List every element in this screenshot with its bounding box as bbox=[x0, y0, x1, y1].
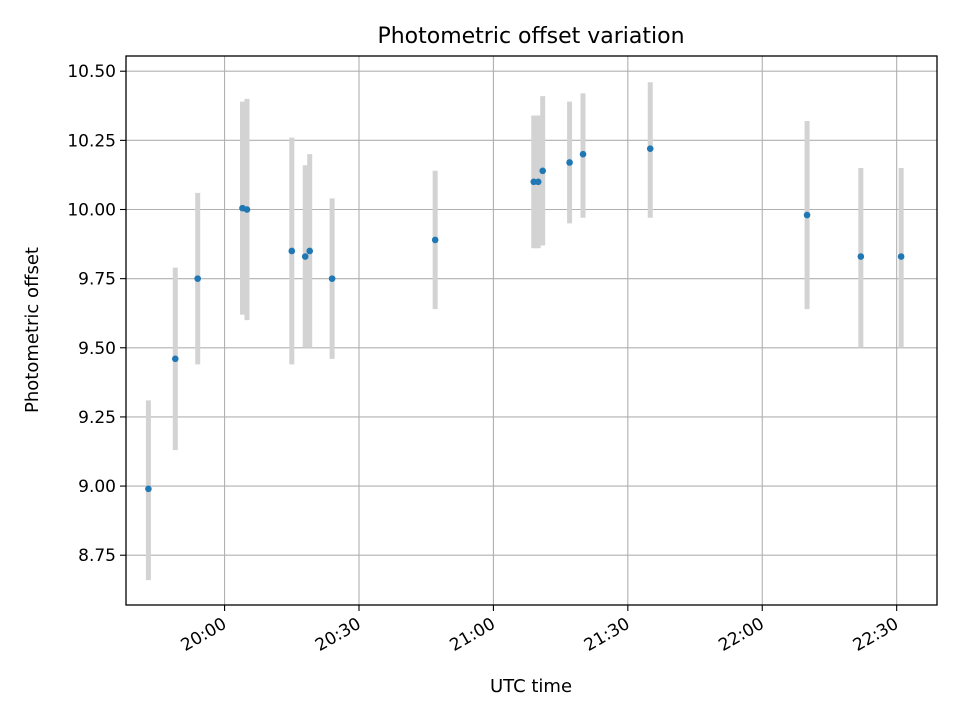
y-tick-label: 9.25 bbox=[78, 408, 116, 428]
data-points bbox=[145, 145, 905, 493]
data-point bbox=[306, 247, 314, 255]
data-point bbox=[243, 206, 251, 213]
y-tick-label: 8.75 bbox=[78, 546, 116, 566]
data-point bbox=[534, 178, 542, 186]
data-point bbox=[301, 253, 309, 260]
y-axis-label: Photometric offset bbox=[22, 247, 43, 413]
data-point bbox=[646, 145, 654, 152]
data-point bbox=[539, 167, 547, 175]
data-point bbox=[803, 211, 811, 219]
y-tick-label: 9.50 bbox=[78, 339, 116, 359]
data-point bbox=[171, 355, 179, 363]
data-point bbox=[431, 236, 439, 244]
y-tick-label: 10.50 bbox=[67, 62, 116, 82]
plot-frame bbox=[125, 55, 938, 606]
y-tick-label: 9.75 bbox=[78, 270, 116, 290]
chart-title: Photometric offset variation bbox=[377, 24, 684, 49]
y-axis-ticks: 8.75 9.00 9.25 9.50 9.75 10.00 10.25 10.50 bbox=[67, 62, 126, 566]
data-point bbox=[857, 253, 865, 260]
data-point bbox=[145, 485, 152, 493]
data-point bbox=[288, 247, 296, 255]
y-tick-label: 9.00 bbox=[78, 477, 116, 497]
data-point bbox=[566, 159, 573, 166]
x-axis-label: UTC time bbox=[490, 676, 572, 697]
data-point bbox=[328, 275, 336, 282]
y-tick-label: 10.25 bbox=[67, 131, 116, 151]
data-point bbox=[897, 253, 905, 260]
data-point bbox=[194, 275, 201, 282]
data-point bbox=[579, 150, 587, 158]
y-tick-label: 10.00 bbox=[67, 200, 116, 220]
